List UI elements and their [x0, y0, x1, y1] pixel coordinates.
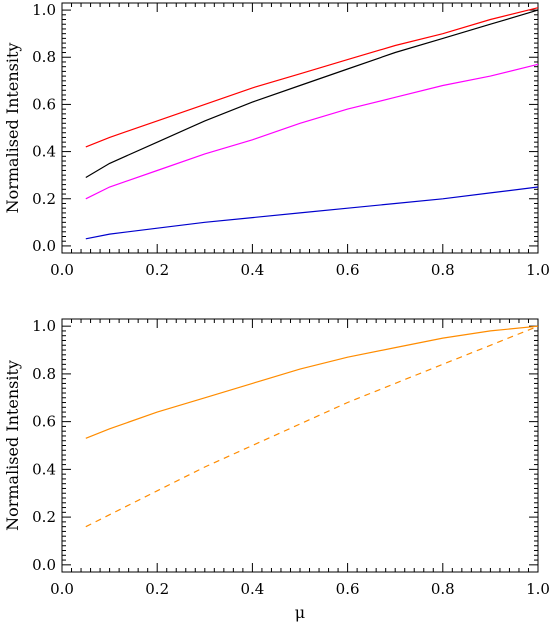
- plot-frame: [61, 2, 539, 254]
- x-tick-label: 0.8: [431, 261, 455, 279]
- y-axis-label: Normalised Intensity: [3, 360, 22, 531]
- series-line-1: [85, 9, 539, 179]
- plot-frame: [61, 318, 539, 573]
- series-line-0: [85, 7, 539, 148]
- y-tick-label: 0.8: [32, 365, 56, 383]
- y-tick-label: 0.2: [32, 508, 56, 526]
- y-tick-label: 0.2: [32, 190, 56, 208]
- x-tick-label: 0.4: [240, 261, 264, 279]
- series-line-1: [85, 325, 539, 528]
- y-tick-label: 0.0: [32, 237, 56, 255]
- series-line-2: [85, 63, 539, 200]
- x-tick-label: 1.0: [526, 261, 549, 279]
- y-tick-label: 1.0: [32, 317, 56, 335]
- y-tick-label: 1.0: [32, 1, 56, 19]
- y-tick-label: 0.4: [32, 143, 56, 161]
- x-tick-label: 0.0: [50, 580, 74, 598]
- x-axis-label: μ: [295, 603, 305, 622]
- x-tick-label: 0.2: [145, 261, 169, 279]
- x-tick-label: 1.0: [526, 580, 549, 598]
- bottom-panel: 0.0 0.2 0.4 0.6 0.8 1.0 0.0 0.2 0.4 0.6 0.8 1.0 Norm…: [3, 317, 549, 622]
- y-tick-label: 0.4: [32, 460, 56, 478]
- top-panel: 0.0 0.2 0.4 0.6 0.8 1.0 0.0 0.2 0.4 0.6 0.8 1.0 Norm…: [3, 1, 549, 279]
- y-tick-label: 0.6: [32, 413, 56, 431]
- y-axis-label: Normalised Intensity: [3, 43, 22, 214]
- y-tick-label: 0.0: [32, 556, 56, 574]
- series-line-3: [85, 186, 539, 240]
- x-tick-label: 0.6: [336, 261, 360, 279]
- x-tick-label: 0.0: [50, 261, 74, 279]
- x-tick-label: 0.2: [145, 580, 169, 598]
- y-tick-label: 0.8: [32, 48, 56, 66]
- series-line-0: [85, 325, 539, 439]
- x-tick-label: 0.4: [240, 580, 264, 598]
- y-tick-label: 0.6: [32, 95, 56, 113]
- x-tick-label: 0.6: [336, 580, 360, 598]
- x-tick-label: 0.8: [431, 580, 455, 598]
